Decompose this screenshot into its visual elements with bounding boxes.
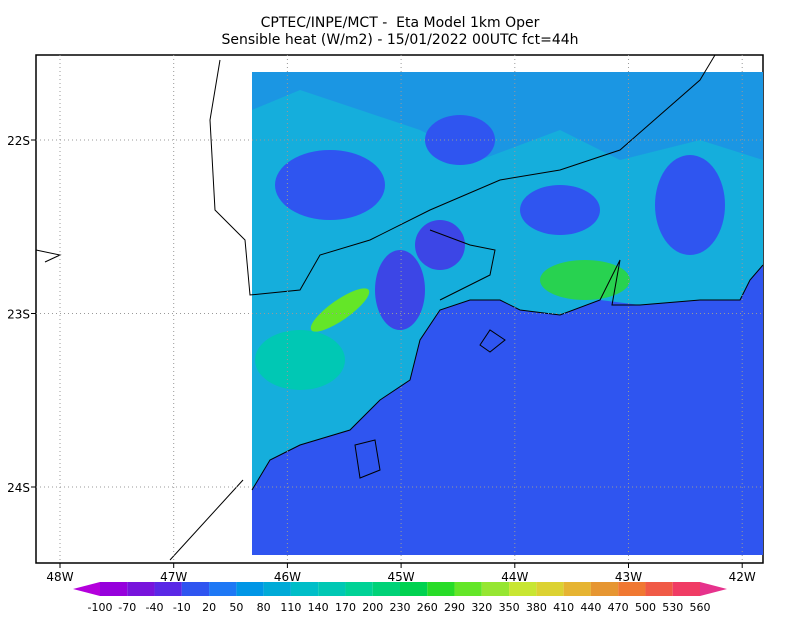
island xyxy=(479,329,506,353)
colorbar-box xyxy=(400,582,428,596)
colorbar-box xyxy=(372,582,400,596)
colorbar-arrow xyxy=(73,582,100,596)
title-line: Sensible heat (W/m2) - 15/01/2022 00UTC … xyxy=(221,32,578,48)
colorbar-box xyxy=(100,582,128,596)
colorbar-label: 200 xyxy=(362,601,383,614)
colorbar-label: -100 xyxy=(88,601,113,614)
colorbar-box xyxy=(181,582,210,596)
lat-label: 24S xyxy=(7,481,30,495)
colorbar-box xyxy=(345,582,373,596)
colorbar-box xyxy=(454,582,482,596)
field-patch xyxy=(540,260,630,300)
colorbar-box xyxy=(290,582,319,596)
field-patch xyxy=(655,155,725,255)
colorbar-label: 140 xyxy=(308,601,329,614)
field-patch xyxy=(310,288,370,332)
state-border xyxy=(209,54,716,296)
island xyxy=(354,439,381,479)
colorbar-label: 170 xyxy=(335,601,356,614)
lon-label: 46W xyxy=(274,570,301,584)
field-patch xyxy=(375,250,425,330)
lon-label: 47W xyxy=(160,570,187,584)
colorbar-label: 560 xyxy=(690,601,711,614)
colorbar-label: 50 xyxy=(229,601,243,614)
lat-label: 23S xyxy=(7,308,30,322)
colorbar-box xyxy=(427,582,455,596)
colorbar-box xyxy=(509,582,537,596)
colorbar-label: 350 xyxy=(499,601,520,614)
colorbar-box xyxy=(645,582,673,596)
colorbar-box xyxy=(618,582,646,596)
colorbar-arrow xyxy=(700,582,727,596)
ticks: 48W 47W 46W 45W 44W 43W 42W 22S 23S 24S xyxy=(7,134,756,584)
colorbar: -100 -70 -40 -10 20 50 80 110 140 170 200 230 260 290… xyxy=(73,582,727,614)
state-border xyxy=(169,479,244,561)
field xyxy=(252,72,763,555)
field-patch xyxy=(275,150,385,220)
colorbar-label: 470 xyxy=(608,601,629,614)
colorbar-label: 320 xyxy=(471,601,492,614)
colorbar-box xyxy=(536,582,564,596)
field-patch xyxy=(520,185,600,235)
colorbar-box xyxy=(481,582,510,596)
lat-label: 22S xyxy=(7,134,30,148)
colorbar-box xyxy=(563,582,591,596)
colorbar-label: 80 xyxy=(257,601,271,614)
colorbar-label: -40 xyxy=(146,601,164,614)
colorbar-box xyxy=(263,582,291,596)
colorbar-label: 500 xyxy=(635,601,656,614)
lon-label: 43W xyxy=(615,570,642,584)
lon-label: 45W xyxy=(388,570,415,584)
colorbar-label: 20 xyxy=(202,601,216,614)
field-patch xyxy=(252,72,763,160)
colorbar-label: 260 xyxy=(417,601,438,614)
field-patch xyxy=(255,330,345,390)
field-patch xyxy=(415,220,465,270)
title-line: CPTEC/INPE/MCT - Eta Model 1km Oper xyxy=(261,15,540,31)
colorbar-label: 110 xyxy=(280,601,301,614)
colorbar-label: 380 xyxy=(526,601,547,614)
colorbar-label: 440 xyxy=(580,601,601,614)
colorbar-box xyxy=(590,582,619,596)
colorbar-label: 410 xyxy=(553,601,574,614)
lon-label: 48W xyxy=(46,570,73,584)
colorbar-label: -70 xyxy=(118,601,136,614)
colorbar-box xyxy=(236,582,264,596)
lon-label: 44W xyxy=(501,570,528,584)
colorbar-label: 290 xyxy=(444,601,465,614)
lon-label: 42W xyxy=(729,570,756,584)
grid xyxy=(36,55,763,563)
colorbar-box xyxy=(672,582,700,596)
colorbar-label: -10 xyxy=(173,601,191,614)
colorbar-label: 530 xyxy=(662,601,683,614)
state-border xyxy=(429,229,496,301)
ocean xyxy=(252,265,763,555)
coastline xyxy=(251,259,764,491)
colorbar-box xyxy=(154,582,182,596)
colorbar-box xyxy=(318,582,346,596)
colorbar-box xyxy=(127,582,155,596)
colorbar-box xyxy=(209,582,237,596)
colorbar-label: 230 xyxy=(390,601,411,614)
